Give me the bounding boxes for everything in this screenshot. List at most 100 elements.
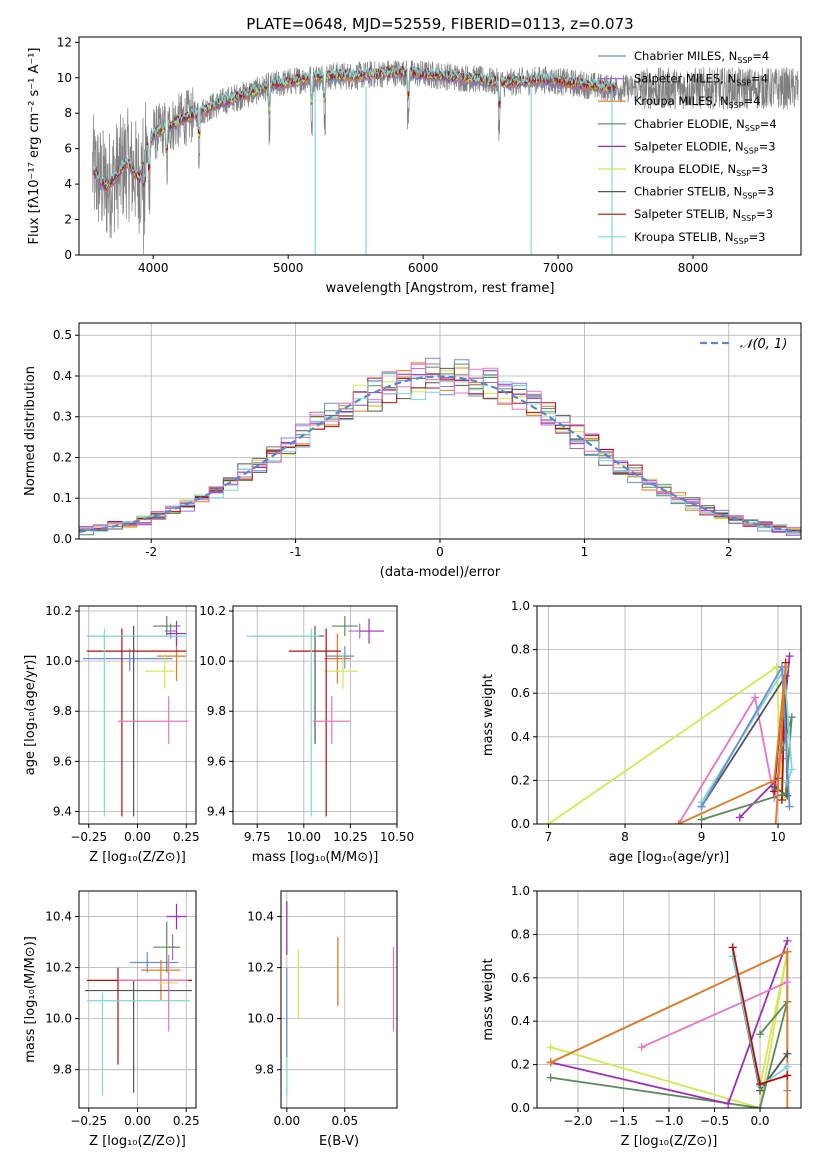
x-tick-label: -1	[290, 545, 302, 559]
spectrum-plot-area	[92, 59, 799, 255]
mass-vs-z-plot-area	[84, 903, 193, 1096]
y-tick-label: 0.6	[511, 971, 530, 985]
model-spectrum-line	[93, 64, 617, 187]
weight-point-marker	[756, 1104, 765, 1108]
x-tick-label: −2.0	[563, 1114, 592, 1128]
y-tick-label: 1.0	[511, 599, 530, 613]
weight-point-marker	[674, 820, 683, 824]
x-tick-label: −0.5	[700, 1114, 729, 1128]
y-tick-label: 0.6	[511, 686, 530, 700]
spectrum-panel: 4000 5000 6000 7000 8000 0 2 4 6 8 10 12 wavelength …	[27, 35, 802, 296]
x-tick-label: 8000	[678, 261, 709, 275]
y-tick-label: 9.8	[207, 704, 226, 718]
y-tick-label: 10.2	[45, 961, 72, 975]
weight-point-marker	[697, 815, 706, 824]
y-tick-label: 9.8	[255, 1063, 274, 1077]
legend-entry: Salpeter MILES, NSSP=4	[634, 72, 768, 88]
y-tick-label: 0.4	[511, 1014, 530, 1028]
x-axis-label: mass [log₁₀(M/M⊙)]	[252, 850, 379, 865]
x-tick-label: 9.75	[244, 830, 271, 844]
weight-point-marker	[756, 1030, 765, 1039]
weight-series-line	[547, 665, 787, 824]
weight-point-marker	[785, 652, 794, 661]
weight-point-marker	[771, 820, 780, 824]
legend-entry: Chabrier ELODIE, NSSP=4	[634, 117, 777, 133]
weight-point-marker	[756, 1080, 765, 1089]
y-tick-label: 0.0	[511, 817, 530, 831]
weight-point-marker	[777, 796, 786, 805]
legend-entry: Kroupa ELODIE, NSSP=3	[634, 162, 768, 178]
x-tick-label: 10.25	[333, 830, 367, 844]
x-tick-label: 10.00	[287, 830, 321, 844]
weight-point-marker	[783, 978, 792, 987]
y-tick-label: 1.0	[511, 884, 530, 898]
x-tick-label: 7000	[543, 261, 574, 275]
age-vs-mass-frame	[232, 605, 398, 825]
x-tick-label: −0.25	[70, 830, 107, 844]
weight-point-marker	[781, 663, 790, 672]
age-vs-z-plot-area	[82, 616, 189, 817]
legend-entry: Chabrier MILES, NSSP=4	[634, 49, 769, 65]
y-axis-label: age [log₁₀(age/yr)]	[23, 655, 38, 776]
weight-point-marker	[735, 813, 744, 822]
residuals-panel: -2 -1 0 1 2 0.0 0.1 0.2 0.3 0.4 0.5 (data-model)/er…	[23, 322, 802, 580]
weight-point-marker	[770, 776, 779, 785]
weight-point-marker	[785, 802, 794, 811]
y-axis-label: Normed distribution	[23, 366, 38, 496]
weight-vs-z-panel: −2.0 −1.5 −1.0 −0.5 0.0 0.0 0.2 0.4 0.6 0.8 1.0 Z […	[481, 884, 802, 1149]
x-tick-label: 0.05	[331, 1114, 358, 1128]
histogram-step-line	[79, 373, 801, 534]
x-axis-label: Z [log₁₀(Z/Z⊙)]	[621, 1134, 718, 1149]
weight-vs-z-plot-area	[546, 936, 792, 1108]
x-tick-label: 10.50	[380, 830, 414, 844]
y-tick-label: 10.2	[45, 604, 72, 618]
weight-point-marker	[637, 1043, 646, 1052]
y-tick-label: 8	[64, 106, 72, 120]
weight-point-marker	[544, 820, 553, 824]
x-tick-label: 8	[621, 830, 629, 844]
observed-spectrum-line	[92, 59, 799, 254]
x-tick-label: 4000	[138, 261, 169, 275]
y-axis-label: mass weight	[481, 674, 496, 756]
y-tick-label: 0.0	[511, 1101, 530, 1115]
weight-point-marker	[728, 952, 737, 961]
x-tick-label: 1	[581, 545, 589, 559]
y-tick-label: 9.4	[207, 804, 226, 818]
spectrum-legend: Chabrier MILES, NSSP=4 Salpeter MILES, NS…	[598, 49, 777, 246]
weight-vs-age-plot-area	[544, 652, 796, 824]
y-axis-label: Flux [fλ10⁻¹⁷ erg cm⁻² s⁻¹ A⁻¹]	[27, 48, 42, 245]
weight-point-marker	[783, 936, 792, 945]
x-tick-label: 10	[770, 830, 785, 844]
legend-entry: Chabrier STELIB, NSSP=3	[634, 185, 774, 201]
weight-series-line	[550, 1001, 789, 1108]
weight-point-marker	[783, 1062, 792, 1071]
y-tick-label: 12	[57, 35, 72, 49]
y-tick-label: 0.4	[53, 369, 72, 383]
y-tick-label: 0.2	[511, 773, 530, 787]
weight-point-marker	[787, 765, 796, 774]
x-tick-label: 0.25	[173, 830, 200, 844]
weight-point-marker	[787, 713, 796, 722]
age-vs-mass-plot-area	[246, 616, 384, 817]
weight-series-line	[678, 666, 787, 824]
weight-point-marker	[777, 745, 786, 754]
y-tick-label: 9.6	[207, 754, 226, 768]
y-tick-label: 10	[57, 71, 72, 85]
spectrum-frame	[78, 36, 802, 256]
y-tick-label: 10.0	[247, 1012, 274, 1026]
y-tick-label: 0.2	[511, 1058, 530, 1072]
x-tick-label: 7	[545, 830, 553, 844]
y-axis-label: mass [log₁₀(M/M⊙)]	[23, 936, 38, 1063]
weight-point-marker	[546, 1058, 555, 1067]
weight-point-marker	[697, 802, 706, 811]
weight-point-marker	[724, 1099, 733, 1108]
y-tick-label: 0.5	[53, 328, 72, 342]
x-axis-label: E(B-V)	[319, 1134, 359, 1149]
mass-vs-z-panel: −0.25 0.00 0.25 9.8 10.0 10.2 10.4 Z [log₁₀(Z/Z…	[23, 890, 200, 1149]
x-tick-label: 6000	[408, 261, 439, 275]
weight-vs-age-frame	[536, 605, 802, 825]
weight-point-marker	[546, 1043, 555, 1052]
age-vs-z-panel: −0.25 0.00 0.25 9.4 9.6 9.8 10.0 10.2 Z [log₁₀(Z…	[23, 604, 200, 865]
legend-entry: Kroupa MILES, NSSP=4	[634, 94, 760, 110]
